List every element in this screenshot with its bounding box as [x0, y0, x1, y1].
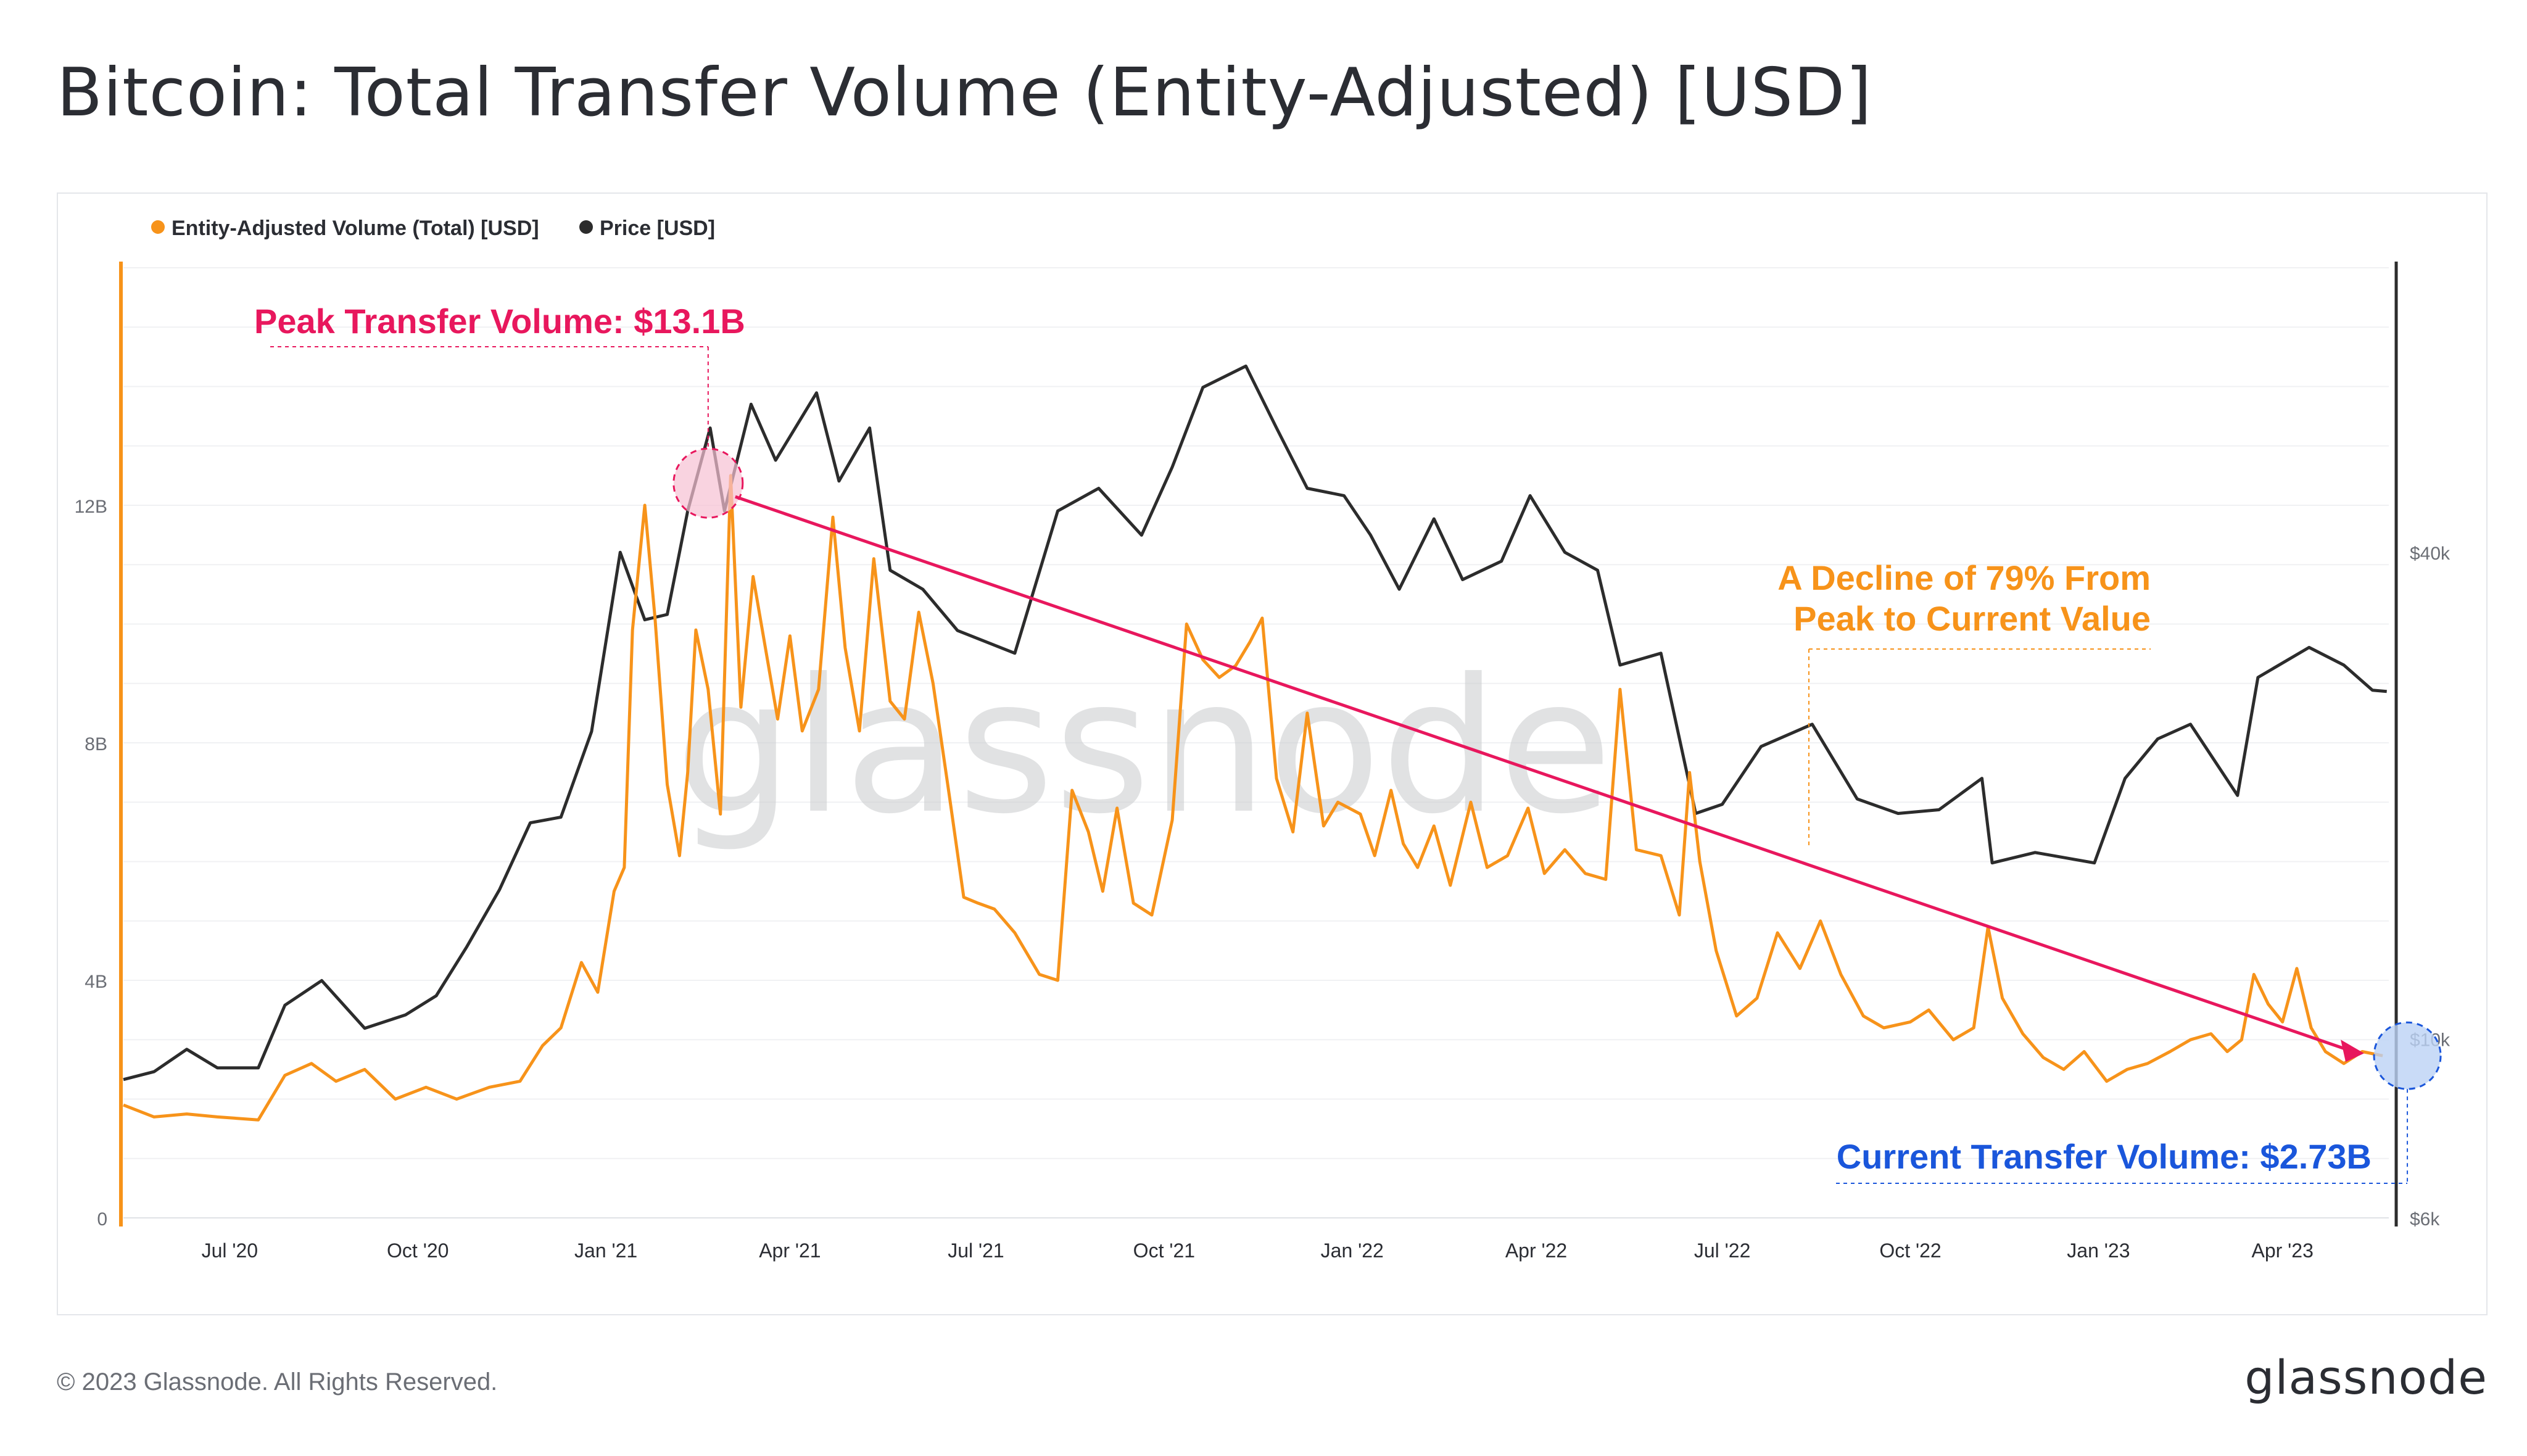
y-right-tick-label: $6k	[2410, 1209, 2440, 1230]
x-tick-label: Oct '21	[1133, 1239, 1195, 1262]
legend-dot-volume	[151, 220, 165, 234]
peak-annotation-label: Peak Transfer Volume: $13.1B	[254, 302, 745, 341]
x-tick-label: Oct '20	[387, 1239, 449, 1262]
x-tick-label: Jul '21	[948, 1239, 1004, 1262]
page-title: Bitcoin: Total Transfer Volume (Entity-A…	[57, 54, 1872, 131]
price-series-line	[123, 364, 2387, 1082]
x-tick-label: Jul '22	[1694, 1239, 1751, 1262]
x-tick-label: Jul '20	[202, 1239, 258, 1262]
decline-annotation-line2: Peak to Current Value	[1793, 599, 2151, 638]
x-tick-label: Jan '23	[2067, 1239, 2130, 1262]
current-marker-circle	[2373, 1021, 2442, 1090]
legend-label-price: Price [USD]	[600, 217, 715, 240]
y-left-tick-label: 0	[97, 1209, 107, 1230]
legend-dot-price	[579, 220, 593, 234]
decline-annotation-line1: A Decline of 79% From	[1777, 558, 2151, 597]
series-layer	[123, 364, 2387, 1122]
x-tick-label: Apr '21	[759, 1239, 821, 1262]
chart-legend: Entity-Adjusted Volume (Total) [USD] Pri…	[151, 217, 715, 240]
x-tick-label: Jan '22	[1321, 1239, 1384, 1262]
x-tick-label: Apr '22	[1505, 1239, 1567, 1262]
decline-arrow-line	[735, 495, 2359, 1055]
annotation-layer: Peak Transfer Volume: $13.1B A Decline of…	[254, 302, 2442, 1184]
brand-logo: glassnode	[2244, 1350, 2488, 1405]
volume-series-line	[123, 474, 2383, 1122]
current-annotation-label: Current Transfer Volume: $2.73B	[1837, 1137, 2372, 1176]
copyright-text: © 2023 Glassnode. All Rights Reserved.	[57, 1368, 498, 1396]
watermark-text: glassnode	[676, 639, 1613, 854]
y-right-tick-label: $40k	[2410, 544, 2450, 564]
decline-arrow-head	[2341, 1040, 2365, 1062]
y-left-tick-label: 4B	[85, 972, 107, 992]
y-left-tick-label: 8B	[85, 734, 107, 755]
y-left-tick-label: 12B	[75, 497, 107, 517]
x-tick-label: Apr '23	[2251, 1239, 2313, 1262]
legend-label-volume: Entity-Adjusted Volume (Total) [USD]	[172, 217, 539, 240]
peak-marker-circle	[672, 447, 744, 519]
grid-layer	[123, 267, 2389, 1218]
x-tick-label: Jan '21	[574, 1239, 637, 1262]
x-tick-label: Oct '22	[1879, 1239, 1941, 1262]
